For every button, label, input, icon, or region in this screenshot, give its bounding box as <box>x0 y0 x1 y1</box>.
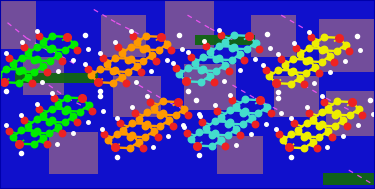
Bar <box>251 15 296 57</box>
Bar <box>217 136 262 174</box>
Bar <box>165 0 214 49</box>
Bar <box>319 19 375 72</box>
Bar <box>322 173 375 185</box>
Bar <box>101 15 146 57</box>
Bar <box>184 64 236 110</box>
Bar <box>326 91 375 136</box>
Bar <box>0 0 36 49</box>
Bar <box>274 76 319 117</box>
Bar <box>112 76 161 117</box>
Bar <box>15 73 98 83</box>
Bar <box>195 35 255 45</box>
Bar <box>22 57 64 94</box>
Bar <box>49 132 98 174</box>
